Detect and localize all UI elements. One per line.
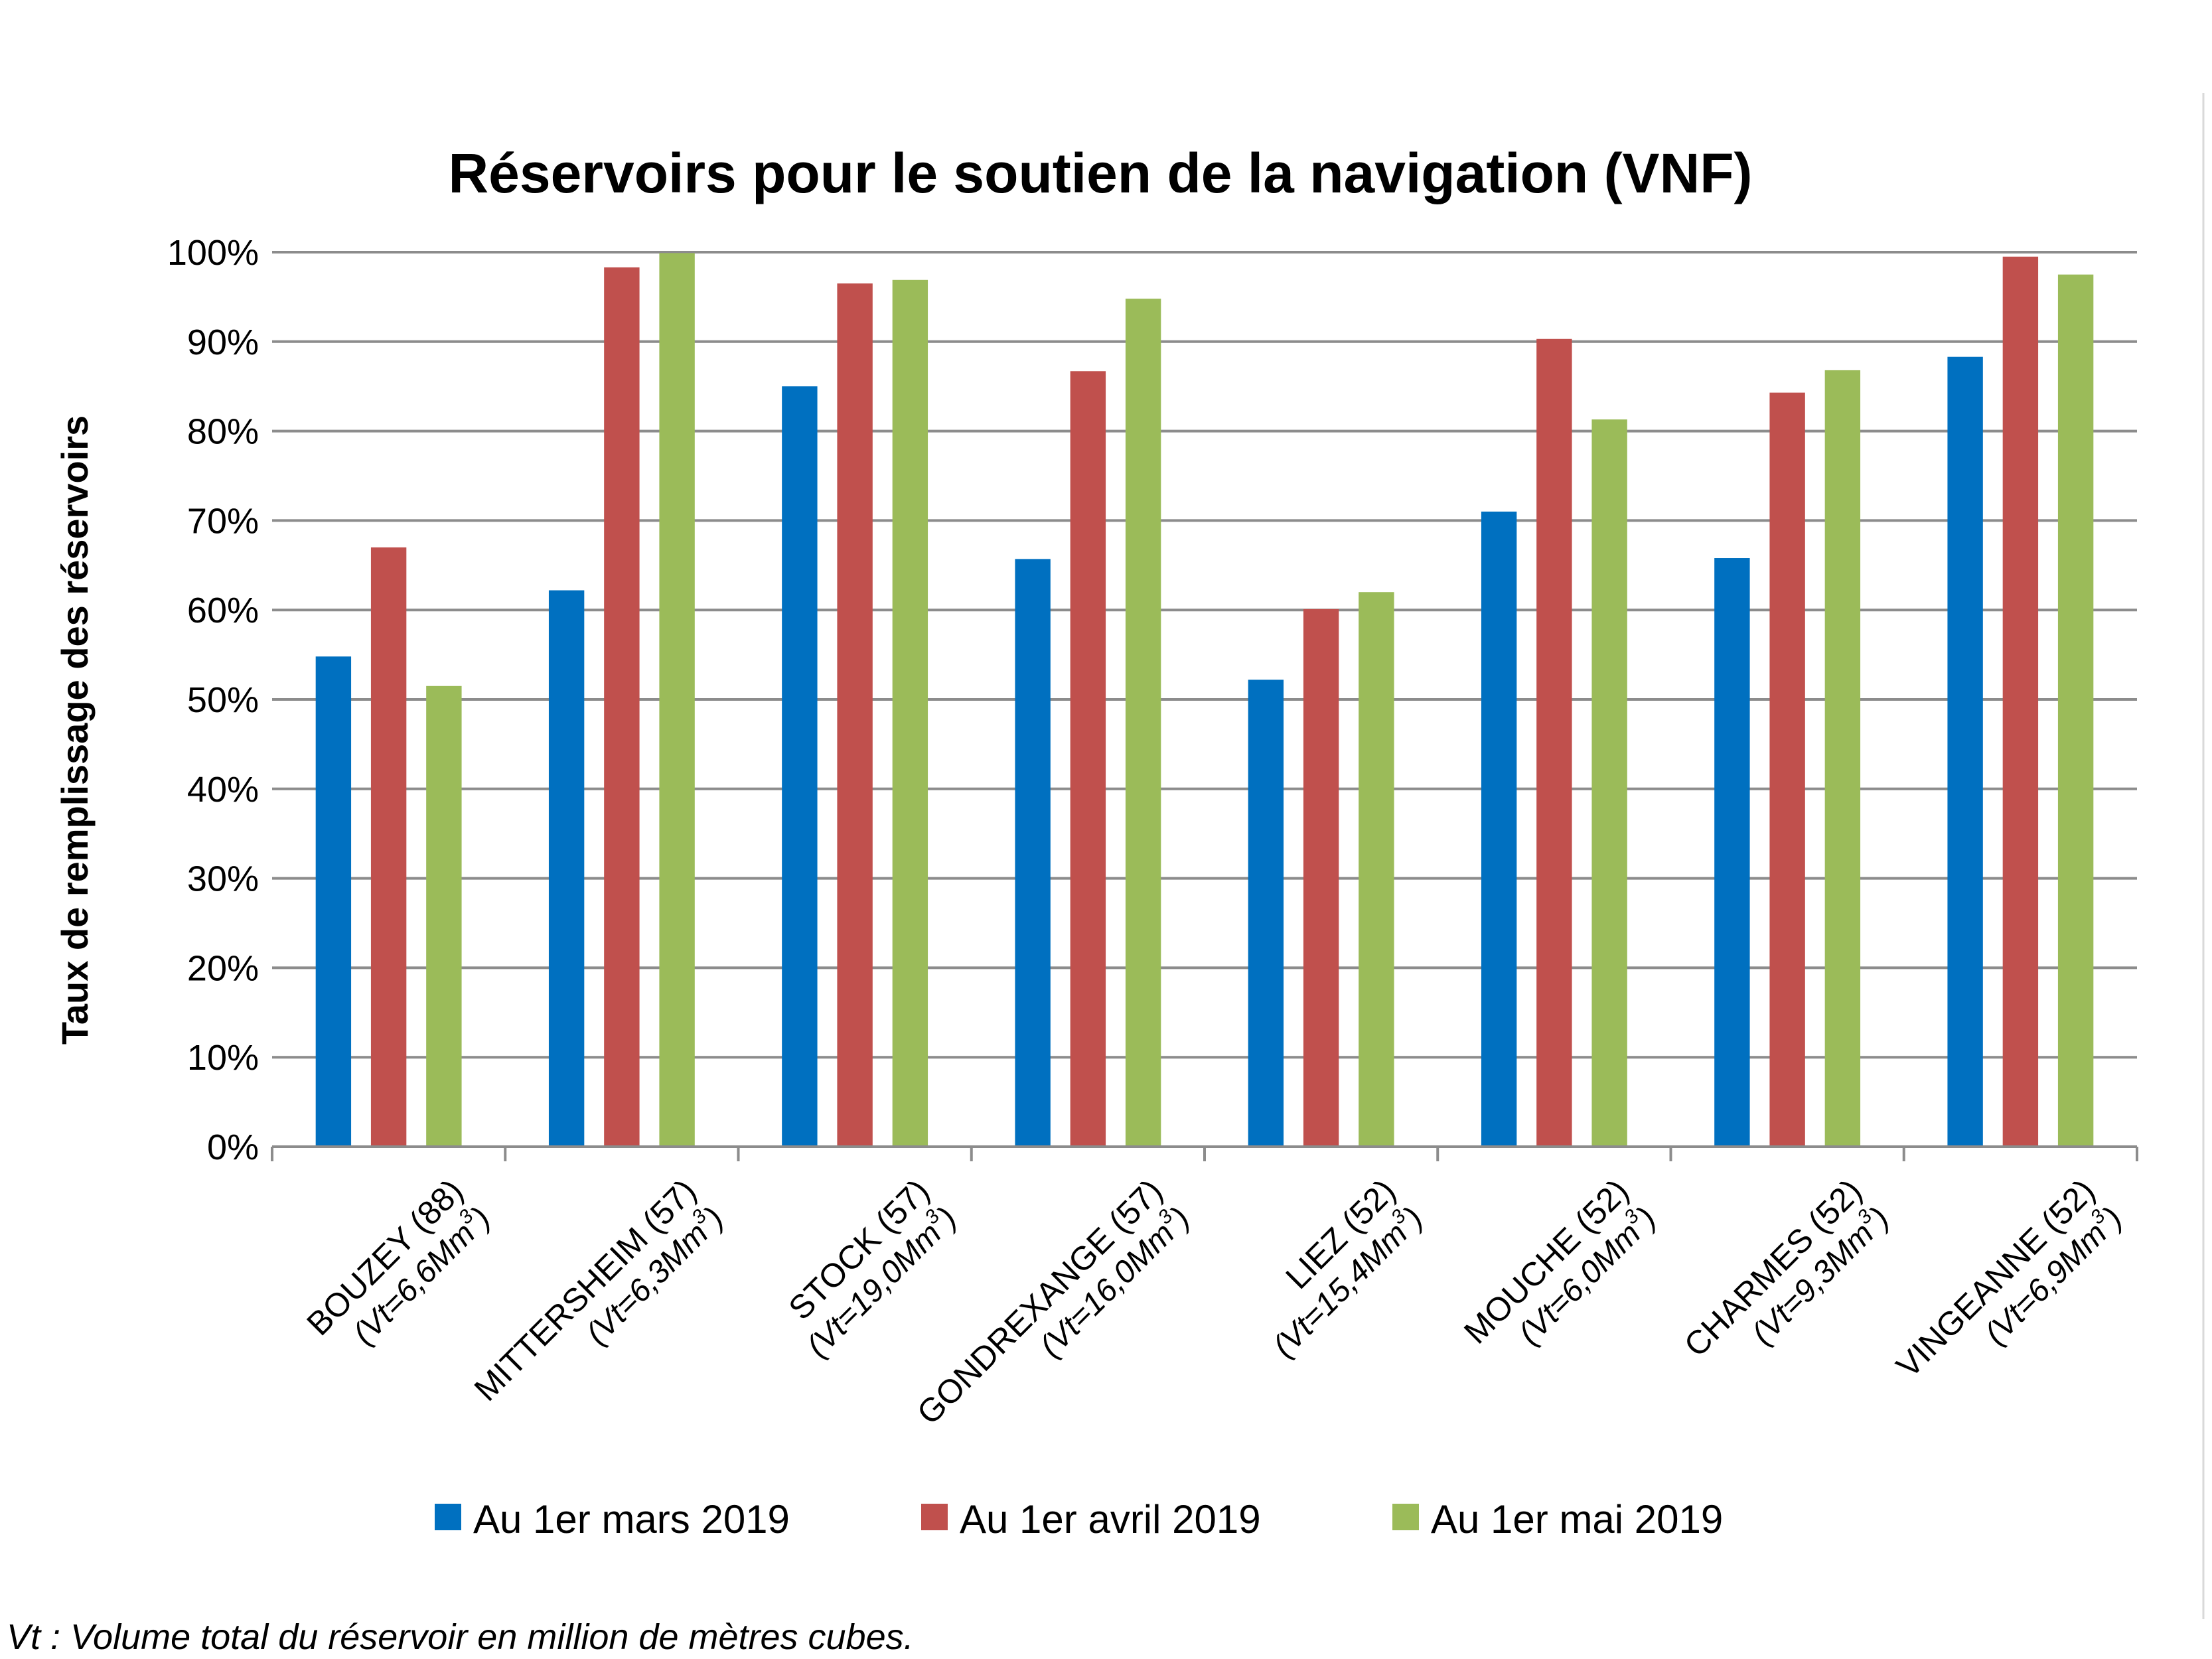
y-axis-ticks: 0% 10% 20% 30% 40% 50% 60% 70% 80% 90% 100% <box>167 233 259 1167</box>
y-tick-label: 80% <box>187 412 259 452</box>
legend-item: Au 1er mars 2019 <box>435 1497 790 1542</box>
y-tick-label: 40% <box>187 770 259 810</box>
bar <box>548 590 585 1147</box>
legend-item: Au 1er mai 2019 <box>1392 1497 1723 1542</box>
bar <box>1125 299 1161 1147</box>
y-tick-label: 70% <box>187 501 259 541</box>
bar <box>1070 371 1106 1147</box>
legend-item: Au 1er avril 2019 <box>921 1497 1261 1542</box>
footnote: Vt : Volume total du réservoir en millio… <box>7 1617 914 1657</box>
legend-swatch <box>1392 1504 1419 1530</box>
y-tick-label: 60% <box>187 591 259 630</box>
bar <box>2002 256 2039 1147</box>
chart-title: Réservoirs pour le soutien de la navigat… <box>448 142 1752 204</box>
bar <box>1359 592 1394 1147</box>
bar <box>604 267 640 1147</box>
bar <box>1591 419 1627 1147</box>
bar <box>1481 511 1517 1147</box>
y-tick-label: 90% <box>187 323 259 362</box>
bar <box>1015 559 1051 1147</box>
legend-label: Au 1er mai 2019 <box>1431 1497 1723 1542</box>
bar <box>1248 680 1284 1147</box>
bar <box>426 685 462 1147</box>
y-tick-label: 20% <box>187 948 259 988</box>
x-axis <box>271 1145 2138 1161</box>
bar <box>782 386 818 1147</box>
bar <box>1536 338 1572 1147</box>
bar <box>1303 609 1339 1147</box>
y-tick-label: 50% <box>187 680 259 720</box>
bar <box>837 283 873 1147</box>
y-axis-label: Taux de remplissage des réservoirs <box>54 415 96 1045</box>
y-tick-label: 10% <box>187 1038 259 1078</box>
bar <box>1947 356 1983 1147</box>
y-tick-label: 30% <box>187 859 259 899</box>
bars <box>315 253 2094 1147</box>
bar <box>370 547 407 1147</box>
bar <box>2057 274 2094 1147</box>
bar <box>1824 370 1861 1147</box>
legend-swatch <box>921 1504 948 1530</box>
legend: Au 1er mars 2019 Au 1er avril 2019 Au 1er … <box>435 1497 1723 1542</box>
bar <box>1714 558 1750 1147</box>
legend-swatch <box>435 1504 461 1530</box>
bar <box>1769 392 1805 1147</box>
bar <box>315 656 352 1147</box>
y-tick-label: 0% <box>207 1127 259 1167</box>
bar <box>659 253 695 1147</box>
y-tick-label: 100% <box>167 233 259 273</box>
bar <box>892 279 928 1147</box>
legend-label: Au 1er avril 2019 <box>960 1497 1261 1542</box>
legend-label: Au 1er mars 2019 <box>473 1497 790 1542</box>
